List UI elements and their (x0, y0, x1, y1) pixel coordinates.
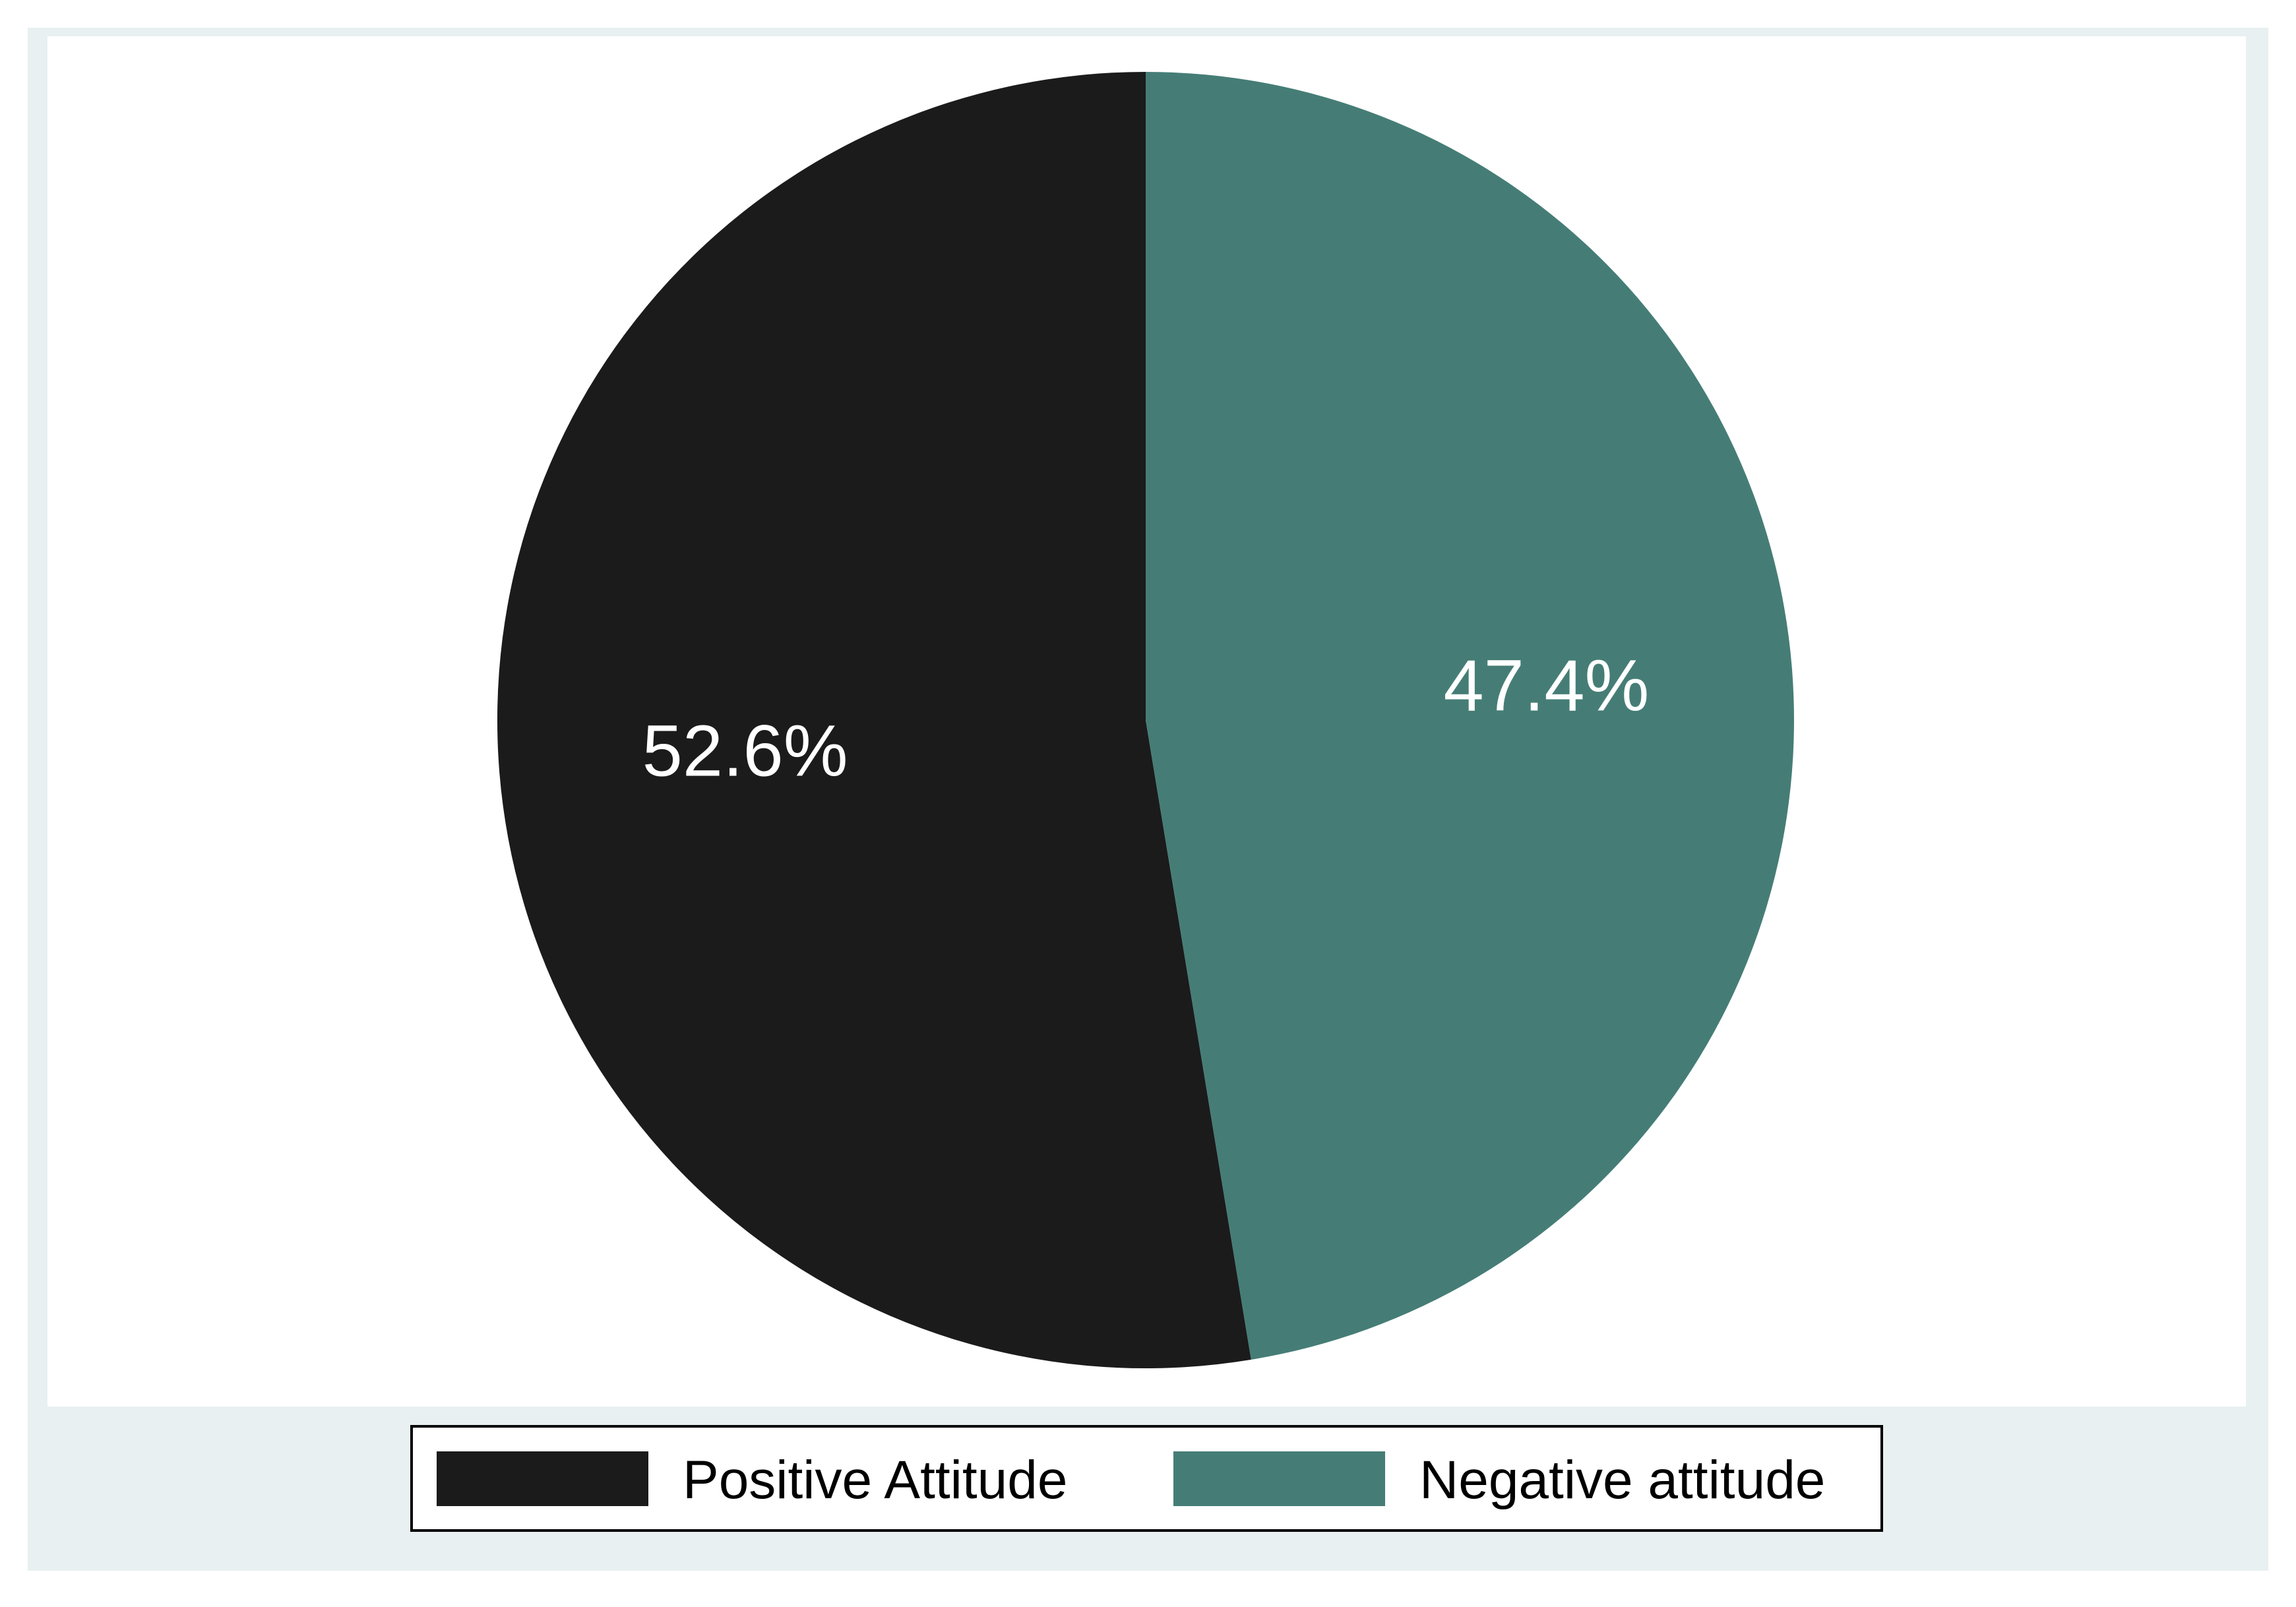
slice-labels: 52.6% 47.4% (642, 645, 1650, 791)
legend-swatch-positive (437, 1451, 648, 1506)
legend-label-positive: Positive Attitude (683, 1450, 1067, 1510)
slice-label-negative: 47.4% (1443, 645, 1649, 726)
slice-label-positive: 52.6% (642, 711, 848, 792)
legend: Positive Attitude Negative attitude (410, 1425, 1883, 1532)
pie-slices (497, 72, 1794, 1368)
pie-slice-positive (497, 72, 1251, 1368)
legend-box (410, 1425, 1883, 1532)
legend-label-negative: Negative attitude (1419, 1450, 1825, 1510)
legend-swatch-negative (1173, 1451, 1385, 1506)
pie-slice-negative (1146, 72, 1794, 1360)
